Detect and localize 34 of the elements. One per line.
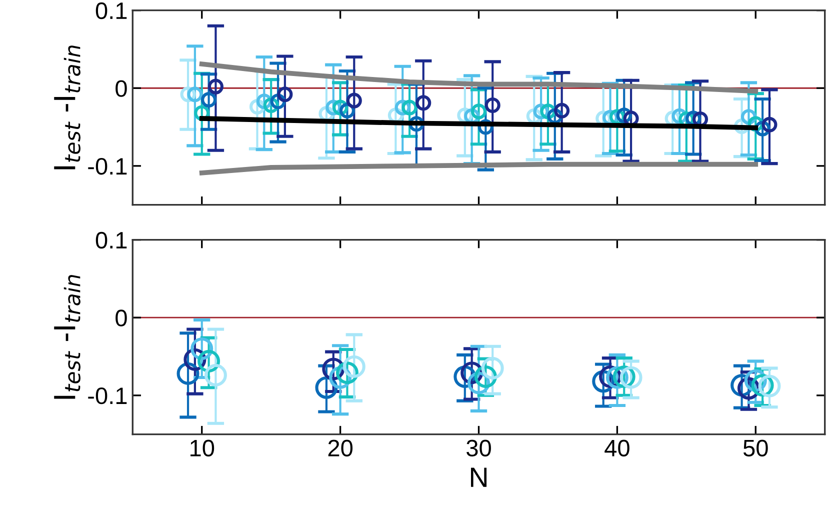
point bbox=[620, 366, 642, 389]
y-tick-label: -0.1 bbox=[88, 158, 127, 175]
y-axis-title: I$_{test}$ -I$_{train}$ bbox=[54, 275, 80, 399]
point bbox=[470, 104, 487, 120]
x-tick-label: 10 bbox=[190, 440, 214, 456]
y-tick-label: 0.1 bbox=[96, 2, 127, 20]
x-tick-label: 20 bbox=[328, 440, 353, 456]
point bbox=[402, 100, 418, 116]
point bbox=[336, 362, 358, 384]
point bbox=[208, 78, 224, 94]
line-series bbox=[199, 62, 758, 94]
y-tick-label: 0.1 bbox=[96, 232, 127, 249]
y-tick-label: 0 bbox=[116, 80, 127, 97]
x-tick-label: 40 bbox=[604, 440, 630, 456]
point bbox=[277, 86, 293, 102]
point bbox=[187, 86, 203, 102]
point bbox=[342, 355, 366, 378]
point bbox=[554, 102, 570, 118]
point bbox=[190, 337, 214, 360]
line-series bbox=[199, 162, 758, 176]
y-tick-label: -0.1 bbox=[88, 387, 127, 404]
x-tick-label: 30 bbox=[466, 440, 491, 456]
point bbox=[416, 95, 432, 111]
point bbox=[758, 374, 781, 398]
point bbox=[201, 92, 217, 108]
x-tick-label: 50 bbox=[743, 440, 768, 456]
y-tick-label: 0 bbox=[116, 310, 127, 326]
point bbox=[481, 356, 504, 380]
y-axis-title: I$_{test}$ -I$_{train}$ bbox=[54, 46, 80, 170]
point bbox=[484, 97, 500, 114]
point bbox=[762, 116, 778, 132]
point bbox=[204, 364, 227, 386]
x-axis-title: N bbox=[470, 468, 487, 487]
point bbox=[346, 92, 362, 108]
